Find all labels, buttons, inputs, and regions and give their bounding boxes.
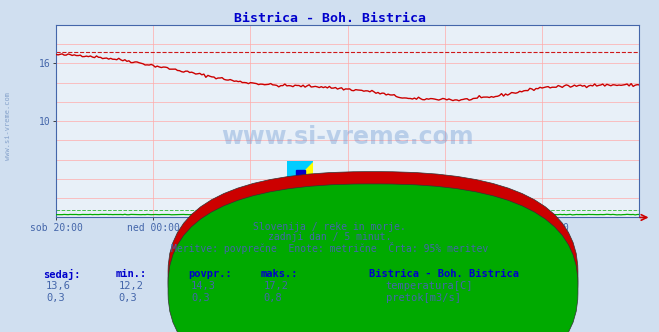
Polygon shape — [296, 170, 305, 188]
Text: www.si-vreme.com: www.si-vreme.com — [221, 124, 474, 149]
Text: 14,3: 14,3 — [191, 281, 216, 290]
Text: 0,3: 0,3 — [46, 293, 65, 303]
Text: povpr.:: povpr.: — [188, 269, 231, 279]
Text: 0,8: 0,8 — [264, 293, 282, 303]
Text: sedaj:: sedaj: — [43, 269, 80, 280]
Text: Slovenija / reke in morje.: Slovenija / reke in morje. — [253, 222, 406, 232]
Text: 13,6: 13,6 — [46, 281, 71, 290]
Text: 0,3: 0,3 — [191, 293, 210, 303]
Text: 17,2: 17,2 — [264, 281, 289, 290]
Text: min.:: min.: — [115, 269, 146, 279]
Polygon shape — [287, 161, 313, 188]
Text: 12,2: 12,2 — [119, 281, 144, 290]
Text: maks.:: maks.: — [260, 269, 298, 279]
Text: Bistrica - Boh. Bistrica: Bistrica - Boh. Bistrica — [369, 269, 519, 279]
Polygon shape — [287, 161, 313, 188]
Text: pretok[m3/s]: pretok[m3/s] — [386, 293, 461, 303]
Text: temperatura[C]: temperatura[C] — [386, 281, 473, 290]
Text: Meritve: povprečne  Enote: metrične  Črta: 95% meritev: Meritve: povprečne Enote: metrične Črta:… — [171, 242, 488, 254]
Text: zadnji dan / 5 minut.: zadnji dan / 5 minut. — [268, 232, 391, 242]
Text: Bistrica - Boh. Bistrica: Bistrica - Boh. Bistrica — [233, 12, 426, 25]
Text: www.si-vreme.com: www.si-vreme.com — [5, 92, 11, 160]
Text: 0,3: 0,3 — [119, 293, 137, 303]
